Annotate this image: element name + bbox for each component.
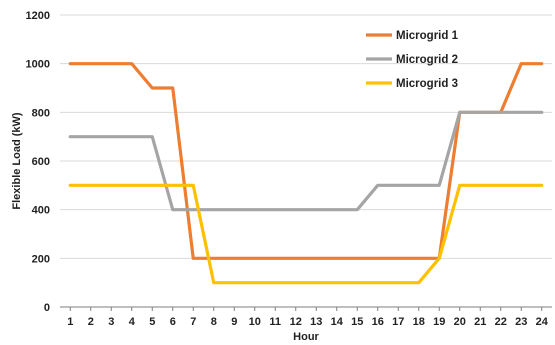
y-axis: 0 200 400 600 800 1000 1200 — [26, 10, 50, 314]
x-tick-label: 19 — [433, 316, 445, 328]
x-tick-label: 5 — [149, 316, 155, 328]
x-tick-label: 3 — [108, 316, 114, 328]
x-tick-label: 9 — [231, 316, 237, 328]
x-tick-label: 20 — [454, 316, 466, 328]
y-axis-title: Flexible Load (kW) — [11, 112, 23, 210]
y-tick-label: 0 — [44, 302, 50, 314]
y-tick-label: 600 — [32, 156, 50, 168]
y-tick-label: 1200 — [26, 10, 50, 22]
x-tick-label: 16 — [372, 316, 384, 328]
x-tick-label: 4 — [129, 316, 136, 328]
gridlines — [60, 14, 552, 308]
x-tick-label: 8 — [211, 316, 217, 328]
y-tick-label: 200 — [32, 253, 50, 265]
x-tick-label: 6 — [170, 316, 176, 328]
legend-label-2: Microgrid 2 — [396, 54, 458, 66]
x-tick-label: 1 — [67, 316, 73, 328]
series-line-3 — [68, 183, 544, 285]
x-tick-label: 10 — [249, 316, 261, 328]
x-tick-label: 21 — [474, 316, 486, 328]
x-tick-label: 2 — [88, 316, 94, 328]
legend-label-1: Microgrid 1 — [396, 30, 459, 42]
x-tick-label: 18 — [413, 316, 425, 328]
y-tick-label: 800 — [32, 107, 50, 119]
x-axis: 1 2 3 4 5 6 7 8 9 10 11 12 13 14 15 16 17 18 19 20 21 22 23 24 — [67, 307, 549, 328]
x-tick-label: 13 — [310, 316, 322, 328]
legend-label-3: Microgrid 3 — [396, 78, 458, 90]
x-tick-label: 23 — [515, 316, 527, 328]
x-tick-label: 12 — [290, 316, 302, 328]
x-tick-label: 14 — [331, 316, 344, 328]
series-line-2 — [68, 110, 544, 212]
x-tick-label: 15 — [351, 316, 363, 328]
legend: Microgrid 1 Microgrid 2 Microgrid 3 — [366, 30, 459, 90]
x-tick-label: 17 — [392, 316, 404, 328]
x-tick-label: 7 — [190, 316, 196, 328]
series-lines — [68, 62, 544, 285]
x-tick-label: 24 — [536, 316, 549, 328]
x-tick-label: 22 — [495, 316, 507, 328]
x-tick-label: 11 — [269, 316, 281, 328]
y-tick-label: 400 — [32, 205, 50, 217]
x-axis-title: Hour — [293, 331, 319, 343]
y-tick-label: 1000 — [26, 59, 50, 71]
